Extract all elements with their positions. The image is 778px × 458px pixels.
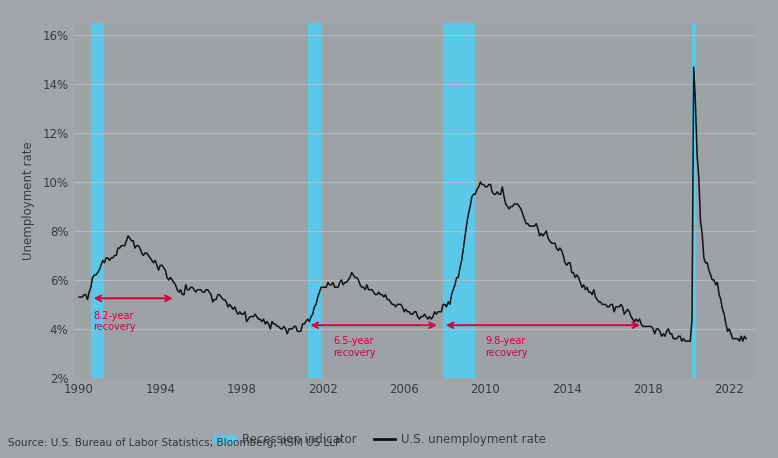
Bar [307, 23, 321, 378]
Y-axis label: Unemployment rate: Unemployment rate [23, 141, 35, 260]
Bar [443, 23, 474, 378]
Text: 8.2-year
recovery: 8.2-year recovery [93, 311, 135, 332]
Legend: Recession indicator, U.S. unemployment rate: Recession indicator, U.S. unemployment r… [215, 433, 546, 447]
Bar [91, 23, 103, 378]
Text: Source: U.S. Bureau of Labor Statistics; Bloomberg; RSM US LLP: Source: U.S. Bureau of Labor Statistics;… [8, 438, 341, 448]
Text: 9.8-year
recovery: 9.8-year recovery [485, 336, 528, 358]
Bar [692, 23, 696, 378]
Text: 6.5-year
recovery: 6.5-year recovery [333, 336, 376, 358]
